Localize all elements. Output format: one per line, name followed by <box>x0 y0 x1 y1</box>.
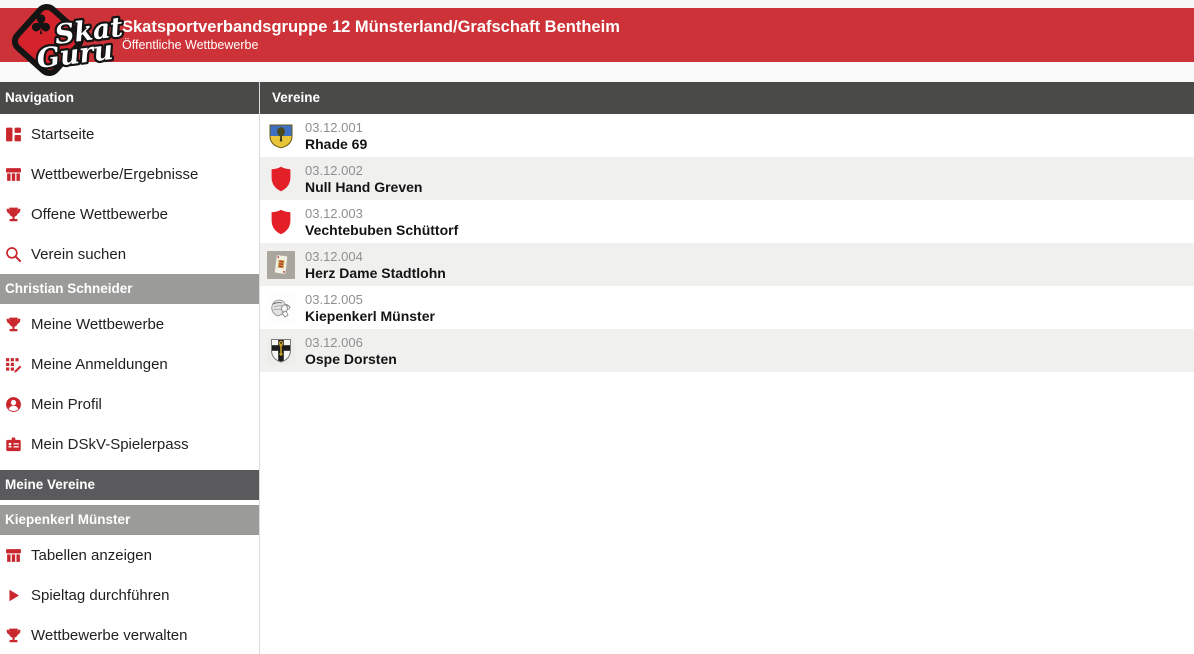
playing-card-photo-badge <box>267 250 295 279</box>
club-list: 03.12.001 Rhade 69 03.12.002 Null Hand G… <box>260 114 1194 372</box>
sidebar-item-label: Mein Profil <box>31 395 102 413</box>
main-section-title: Vereine <box>260 82 1194 114</box>
sidebar-item-offene-wettbewerbe[interactable]: Offene Wettbewerbe <box>0 194 259 234</box>
club-row[interactable]: 03.12.004 Herz Dame Stadtlohn <box>260 243 1194 286</box>
sidebar-gap <box>0 464 259 470</box>
skat-guru-logo-icon: ♣ Skat Guru <box>11 3 127 77</box>
coat-of-arms-tree-badge <box>269 124 293 148</box>
table-icon <box>4 546 22 564</box>
sidebar-item-spieltag-durchfuehren[interactable]: Spieltag durchführen <box>0 575 259 615</box>
sidebar-section-kiepenkerl-muenster: Kiepenkerl Münster <box>0 505 259 535</box>
sidebar-item-label: Meine Anmeldungen <box>31 355 168 373</box>
club-code: 03.12.001 <box>305 119 363 135</box>
sidebar-item-mein-dskv-spielerpass[interactable]: Mein DSkV-Spielerpass <box>0 424 259 464</box>
club-code: 03.12.005 <box>305 291 363 307</box>
sidebar-item-meine-wettbewerbe[interactable]: Meine Wettbewerbe <box>0 304 259 344</box>
sidebar-item-startseite[interactable]: Startseite <box>0 114 259 154</box>
page-subtitle: Öffentliche Wettbewerbe <box>122 37 259 52</box>
sidebar-item-mein-profil[interactable]: Mein Profil <box>0 384 259 424</box>
club-code: 03.12.004 <box>305 248 363 264</box>
red-shield-badge <box>271 209 291 234</box>
club-code: 03.12.003 <box>305 205 363 221</box>
sidebar-item-meine-anmeldungen[interactable]: Meine Anmeldungen <box>0 344 259 384</box>
sidebar-item-label: Verein suchen <box>31 245 127 263</box>
black-cross-shield-badge <box>267 336 295 365</box>
club-row[interactable]: 03.12.005 Kiepenkerl Münster <box>260 286 1194 329</box>
trophy-icon <box>4 205 22 223</box>
skat-guru-logo[interactable]: ♣ Skat Guru <box>6 0 127 80</box>
main-content: Vereine 03.12.001 <box>260 82 1194 654</box>
id-card-icon <box>4 435 22 453</box>
sidebar-item-wettbewerbe-ergebnisse[interactable]: Wettbewerbe/Ergebnisse <box>0 154 259 194</box>
person-icon <box>4 395 22 413</box>
registration-list-icon <box>4 355 22 373</box>
search-icon <box>4 245 22 263</box>
club-name: Null Hand Greven <box>305 178 423 195</box>
sidebar-item-label: Offene Wettbewerbe <box>31 205 169 223</box>
club-name: Rhade 69 <box>305 135 368 152</box>
page-title: Skatsportverbandsgruppe 12 Münsterland/G… <box>122 17 620 36</box>
dashboard-icon <box>4 125 22 143</box>
sidebar-item-label: Meine Wettbewerbe <box>31 315 165 333</box>
club-row[interactable]: 03.12.002 Null Hand Greven <box>260 157 1194 200</box>
sidebar-item-wettbewerbe-verwalten[interactable]: Wettbewerbe verwalten <box>0 615 259 654</box>
club-row[interactable]: 03.12.001 Rhade 69 <box>260 114 1194 157</box>
header-gap <box>0 62 1194 82</box>
play-icon <box>4 586 22 604</box>
sidebar-item-label: Startseite <box>31 125 95 143</box>
trophy-icon <box>4 626 22 644</box>
kiepenkerl-sketch-badge <box>267 293 295 322</box>
club-row[interactable]: 03.12.006 Ospe Dorsten <box>260 329 1194 372</box>
sidebar-item-verein-suchen[interactable]: Verein suchen <box>0 234 259 274</box>
svg-text:♣: ♣ <box>29 10 53 41</box>
sidebar-section-navigation: Navigation <box>0 82 259 114</box>
sidebar-item-label: Wettbewerbe verwalten <box>31 626 188 644</box>
sidebar-item-label: Wettbewerbe/Ergebnisse <box>31 165 199 183</box>
trophy-icon <box>4 315 22 333</box>
app-header: Skatsportverbandsgruppe 12 Münsterland/G… <box>0 8 1194 62</box>
club-name: Kiepenkerl Münster <box>305 307 435 324</box>
top-strip <box>0 0 1194 8</box>
sidebar-section-user: Christian Schneider <box>0 274 259 304</box>
club-name: Ospe Dorsten <box>305 350 397 367</box>
club-name: Herz Dame Stadtlohn <box>305 264 446 281</box>
table-icon <box>4 165 22 183</box>
sidebar-item-label: Tabellen anzeigen <box>31 546 152 564</box>
sidebar-item-tabellen-anzeigen[interactable]: Tabellen anzeigen <box>0 535 259 575</box>
club-name: Vechtebuben Schüttorf <box>305 221 459 238</box>
club-row[interactable]: 03.12.003 Vechtebuben Schüttorf <box>260 200 1194 243</box>
sidebar-item-label: Mein DSkV-Spielerpass <box>31 435 189 453</box>
red-shield-badge <box>271 166 291 191</box>
sidebar-section-meine-vereine: Meine Vereine <box>0 470 259 500</box>
sidebar-item-label: Spieltag durchführen <box>31 586 170 604</box>
sidebar: Navigation Startseite <box>0 82 260 654</box>
club-code: 03.12.006 <box>305 334 363 350</box>
sidebar-gap <box>0 500 259 505</box>
club-code: 03.12.002 <box>305 162 363 178</box>
